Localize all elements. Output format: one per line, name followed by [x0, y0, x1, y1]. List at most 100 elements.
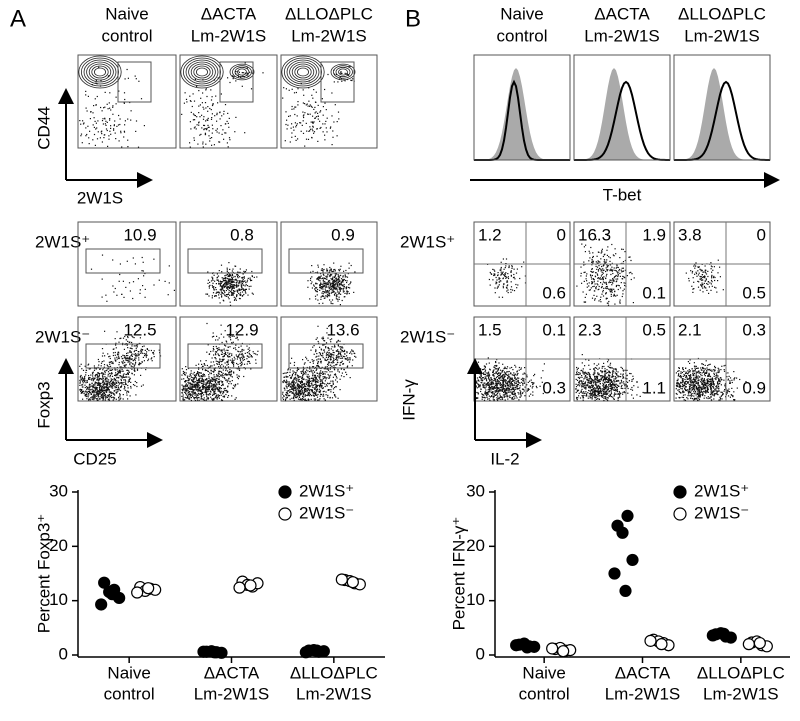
event-dot — [210, 386, 212, 388]
event-dot — [289, 398, 291, 400]
event-dot — [583, 271, 585, 274]
event-dot — [517, 392, 519, 394]
event-dot — [591, 271, 593, 273]
event-dot — [212, 394, 214, 396]
event-dot — [304, 386, 306, 388]
event-dot — [336, 283, 338, 285]
event-dot — [216, 291, 218, 293]
event-dot — [186, 384, 189, 386]
event-dot — [309, 366, 311, 368]
event-dot — [602, 255, 604, 258]
event-dot — [320, 288, 322, 290]
event-dot — [291, 392, 293, 394]
event-dot — [91, 382, 93, 384]
event-dot — [294, 382, 296, 384]
event-dot — [325, 127, 327, 129]
event-dot — [341, 284, 343, 286]
event-dot — [333, 386, 336, 389]
event-dot — [504, 375, 506, 378]
event-dot — [133, 359, 135, 361]
event-dot — [211, 276, 213, 278]
event-dot — [622, 293, 624, 295]
event-dot — [302, 111, 304, 113]
event-dot — [334, 104, 336, 106]
event-dot — [315, 356, 317, 358]
event-dot — [312, 375, 314, 377]
event-dot — [220, 353, 223, 355]
event-dot — [112, 106, 114, 108]
event-dot — [113, 291, 115, 293]
event-dot — [322, 393, 325, 395]
event-dot — [332, 360, 334, 362]
event-dot — [333, 269, 335, 271]
event-dot — [232, 78, 234, 80]
plot-frame — [280, 316, 378, 402]
event-dot — [86, 398, 88, 400]
event-dot — [246, 285, 249, 287]
event-dot — [346, 355, 348, 357]
event-dot — [317, 358, 319, 360]
event-dot — [319, 120, 321, 122]
event-dot — [282, 393, 284, 395]
event-dot — [495, 361, 497, 364]
event-dot — [199, 104, 201, 106]
event-dot — [114, 368, 116, 370]
event-dot — [607, 246, 609, 248]
event-dot — [591, 268, 593, 270]
event-dot — [107, 75, 109, 77]
event-dot — [242, 75, 244, 77]
event-dot — [711, 277, 713, 279]
event-dot — [227, 355, 229, 358]
event-dot — [230, 373, 232, 375]
event-dot — [331, 282, 334, 284]
event-dot — [202, 146, 204, 148]
event-dot — [130, 365, 132, 367]
event-dot — [599, 261, 601, 263]
event-dot — [304, 371, 306, 373]
event-dot — [339, 280, 341, 282]
event-dot — [250, 355, 252, 357]
event-dot — [112, 259, 114, 261]
event-dot — [583, 261, 585, 263]
event-dot — [228, 117, 230, 119]
event-dot — [235, 344, 237, 346]
event-dot — [150, 349, 152, 352]
event-dot — [129, 356, 131, 358]
event-dot — [227, 366, 230, 368]
event-dot — [193, 100, 196, 102]
event-dot — [297, 396, 299, 398]
event-dot — [118, 90, 120, 92]
event-dot — [304, 112, 306, 114]
event-dot — [311, 389, 313, 391]
event-dot — [109, 369, 111, 371]
event-dot — [113, 396, 115, 398]
event-dot — [224, 387, 226, 389]
event-dot — [707, 281, 710, 283]
event-dot — [307, 379, 309, 381]
event-dot — [311, 137, 313, 139]
event-dot — [135, 394, 137, 396]
event-dot — [218, 347, 220, 349]
event-dot — [286, 390, 288, 392]
event-dot — [306, 103, 308, 105]
event-dot — [583, 280, 585, 282]
event-dot — [87, 387, 89, 389]
event-dot — [88, 386, 90, 388]
contour — [188, 61, 216, 83]
event-dot — [508, 266, 510, 269]
event-dot — [230, 291, 232, 293]
event-dot — [203, 394, 205, 396]
event-dot — [329, 339, 331, 341]
event-dot — [348, 292, 350, 295]
event-dot — [586, 283, 588, 285]
event-dot — [608, 256, 610, 258]
event-dot — [233, 362, 235, 364]
event-dot — [302, 376, 304, 378]
event-dot — [490, 377, 492, 379]
event-dot — [337, 111, 340, 113]
event-dot — [196, 394, 198, 396]
event-dot — [198, 363, 200, 365]
event-dot — [324, 88, 326, 91]
event-dot — [114, 387, 116, 389]
event-dot — [187, 390, 189, 392]
